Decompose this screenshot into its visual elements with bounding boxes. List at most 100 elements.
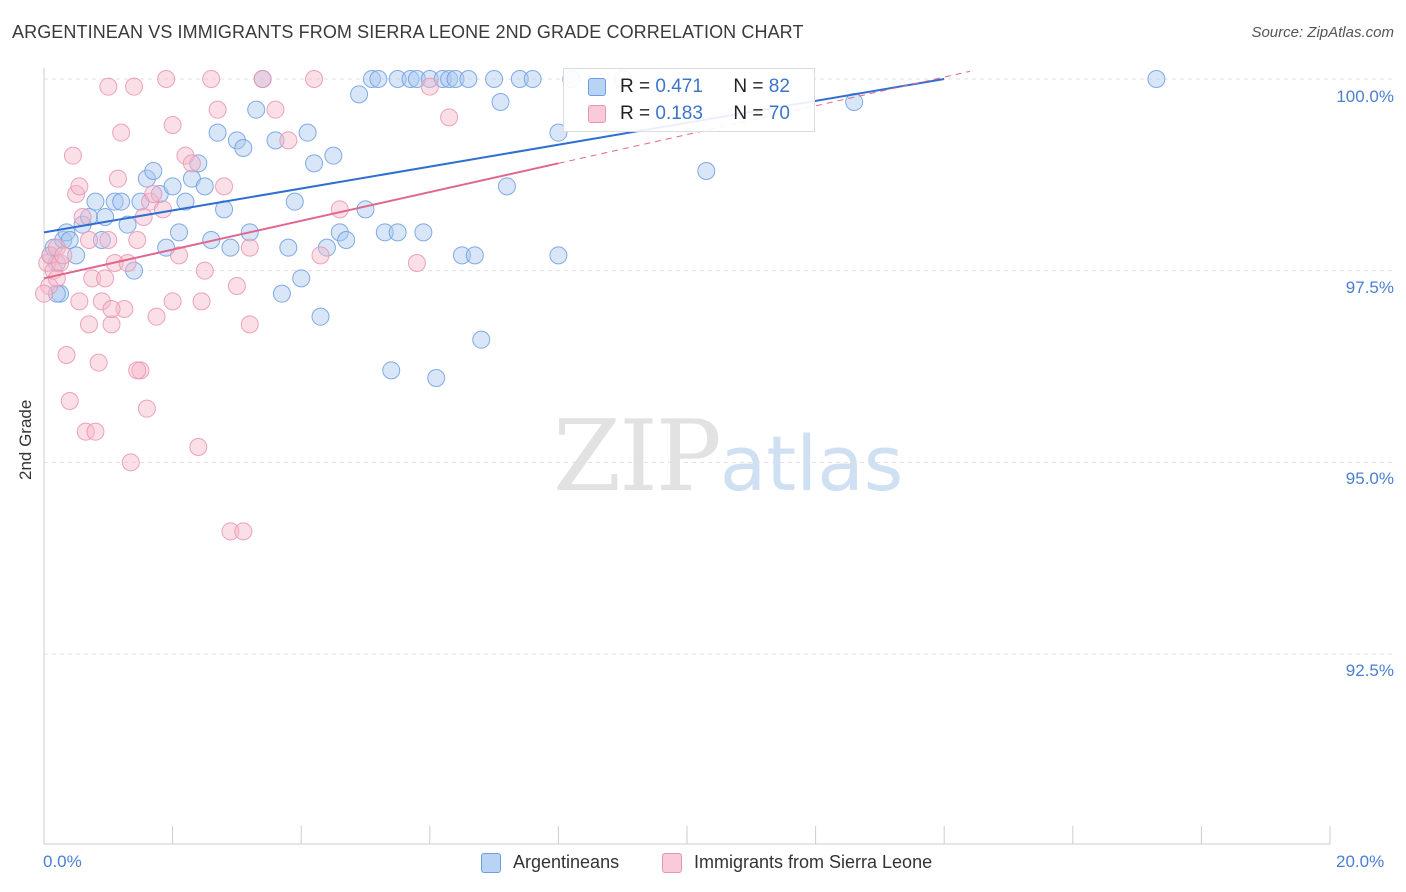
sierra-leone-point [157,70,176,88]
y-tick-label: 97.5% [1345,278,1394,297]
sierra-leone-point [80,231,99,249]
argentineans-points [41,70,1166,387]
sierra-leone-point [192,292,211,311]
grid-lines [44,78,1392,655]
legend-r-value: 0.471 [655,76,703,97]
sierra-leone-point [163,116,182,134]
legend-n-value: 82 [768,76,790,97]
axes [43,68,1331,845]
legend-item-sierra-leone: Immigrants from Sierra Leone [662,852,932,873]
sierra-leone-point [279,131,298,150]
sierra-leone-point [253,70,272,88]
argentinean-point [247,100,266,119]
sierra-leone-point [47,238,66,257]
sierra-leone-point [99,77,118,96]
argentinean-point [510,70,529,88]
source-label: Source: ZipAtlas.com [1251,24,1394,41]
sierra-leone-point [215,177,234,196]
argentinean-point [523,70,542,88]
legend-swatch-pink [662,852,682,873]
argentinean-point [350,85,369,104]
sierra-leone-point [60,392,79,410]
argentinean-point [549,246,568,265]
argentinean-point [144,162,163,180]
sierra-leone-point [102,315,121,334]
sierra-leone-point [163,292,182,311]
sierra-leone-point [54,246,73,265]
argentinean-point [227,131,246,150]
argentinean-point [362,70,381,88]
sierra-leone-point [89,353,108,372]
sierra-leone-point [73,208,92,226]
argentinean-point [137,169,156,188]
sierra-leone-point [234,522,253,541]
legend-row-argentineans: R = 0.471 N = 82 [588,75,790,99]
watermark: ZIPatlas [553,400,903,514]
argentinean-point [497,177,516,196]
argentinean-point [47,284,66,303]
x-tick-label: 0.0% [43,852,82,871]
argentinean-point [92,231,111,249]
sierra-leone-point [47,269,66,288]
argentinean-point [697,162,716,180]
sierra-leone-point [144,185,163,203]
sierra-leone-point [128,231,147,249]
chart-title: ARGENTINEAN VS IMMIGRANTS FROM SIERRA LE… [12,22,804,42]
sierra-leone-point [92,292,111,311]
sierra-leone-point [240,238,259,257]
argentinean-point [105,192,124,211]
x-tick-label: 20.0% [1336,852,1385,871]
argentinean-point [337,231,356,249]
y-tick-label: 100.0% [1336,87,1394,106]
argentinean-point [285,192,304,211]
argentinean-point [427,369,446,387]
argentinean-point [125,261,144,280]
watermark-atlas: atlas [719,419,904,508]
argentinean-point [176,192,195,211]
argentinean-point [163,177,182,196]
sierra-leone-point [121,453,140,472]
legend-swatch-blue [481,852,501,873]
argentinean-point [311,307,330,326]
sierra-leone-trend-line [43,162,559,280]
argentinean-point [330,223,349,242]
argentinean-point [356,200,375,219]
sierra-leone-point [330,200,349,219]
sierra-leone-point [240,315,259,334]
argentinean-point [67,246,86,265]
argentinean-point [485,70,504,88]
y-tick-label: 95.0% [1345,469,1394,488]
argentinean-point [292,269,311,288]
argentinean-point [491,93,510,111]
legend-n-label: N = [733,76,764,97]
sierra-leone-point [83,269,102,288]
legend-item-argentineans: Argentineans [481,852,619,873]
sierra-leone-point [128,361,147,380]
sierra-leone-point [76,422,95,441]
argentinean-point [170,223,189,242]
sierra-leone-point [70,292,89,311]
argentinean-point [195,177,214,196]
y-tick-label: 92.5% [1345,661,1394,680]
argentinean-point [305,154,324,173]
legend-r-label: R = [620,103,651,124]
sierra-leone-point [202,70,221,88]
sierra-leone-point [137,399,156,418]
argentinean-point [420,70,439,88]
argentinean-point [266,131,285,150]
sierra-leone-point [147,307,166,326]
sierra-leone-point [189,438,208,456]
argentinean-point [459,70,478,88]
sierra-leone-point [115,300,134,318]
sierra-leone-point [70,177,89,196]
argentinean-point [298,123,317,142]
legend-r-value: 0.183 [655,103,703,124]
legend-n-label: N = [733,103,764,124]
watermark-zip: ZIP [553,400,722,514]
sierra-leone-point [80,315,99,334]
argentinean-point [208,123,227,142]
sierra-leone-point [41,246,60,265]
argentinean-point [112,192,131,211]
sierra-leone-point [63,146,82,165]
sierra-leone-point [118,254,137,272]
